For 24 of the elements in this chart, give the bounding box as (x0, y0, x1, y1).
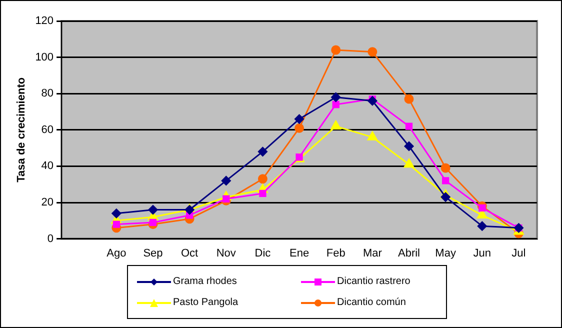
x-tick-label: Feb (326, 247, 346, 260)
legend-label: Dicantio común (337, 297, 406, 308)
legend-label: Grama rhodes (173, 276, 237, 287)
x-tick-label: Sep (143, 247, 163, 260)
x-tick-label: Jun (473, 247, 492, 260)
legend-label: Dicantio rastrero (337, 276, 410, 287)
y-tick-label: 60 (41, 124, 54, 136)
x-tick-label: Dic (254, 247, 272, 260)
x-tick-label: Abril (398, 247, 420, 260)
x-tick-label: Nov (216, 247, 236, 260)
y-tick-label: 80 (41, 88, 54, 100)
x-tick-label: Ene (289, 247, 310, 260)
x-tick-label: May (435, 247, 456, 260)
y-tick-label: 100 (35, 51, 54, 64)
x-tick-label: Mar (362, 247, 382, 260)
y-axis-title: Tasa de crecimiento (16, 77, 28, 182)
x-tick-label: Oct (180, 247, 198, 260)
x-tick-label: Ago (106, 247, 126, 260)
y-tick-label: 20 (41, 196, 54, 209)
legend-label: Pasto Pangola (173, 297, 238, 308)
y-tick-label: 0 (47, 232, 54, 245)
y-tick-label: 120 (35, 15, 54, 28)
y-tick-label: 40 (41, 160, 54, 172)
x-tick-label: Jul (512, 247, 526, 260)
